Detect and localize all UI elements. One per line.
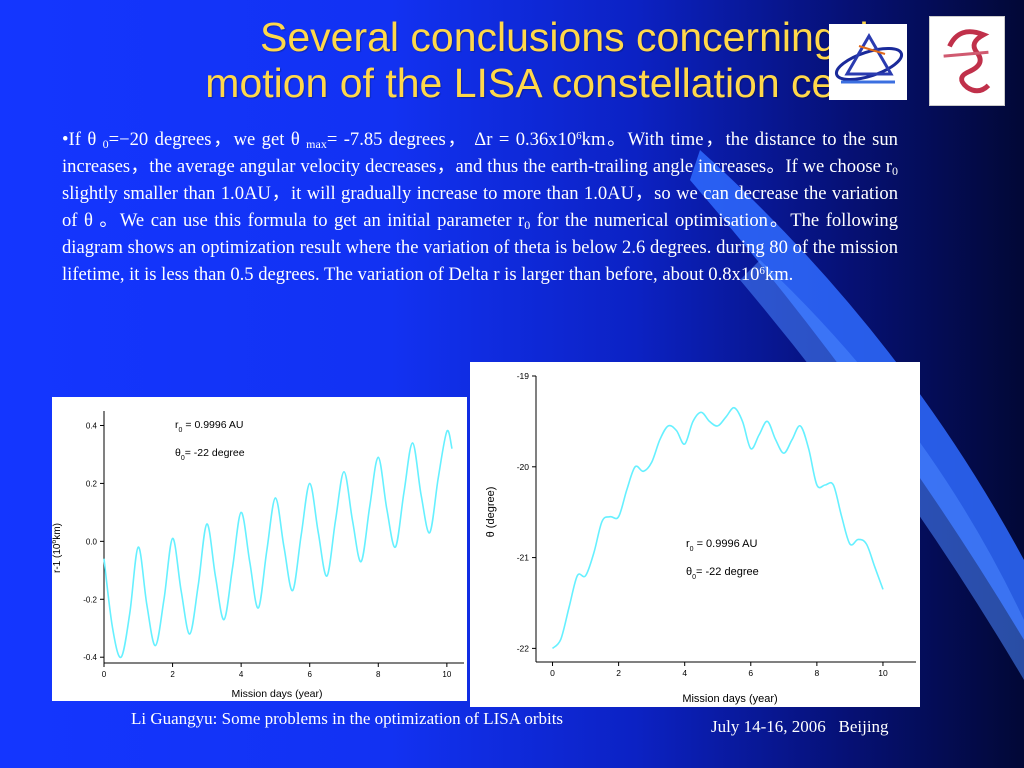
anno-theta-value: = -22 degree — [185, 447, 245, 459]
y-tick-label: 0.2 — [86, 479, 98, 488]
anno2-r-value: = 0.9996 AU — [697, 538, 758, 550]
body-segment-1: If θ — [68, 129, 103, 150]
footer-author: Li Guangyu: Some problems in the optimiz… — [131, 709, 564, 728]
anno2-r-sub: 0 — [690, 546, 694, 553]
x-tick-label: 0 — [102, 670, 107, 679]
chart-theta-series-line — [551, 406, 884, 650]
anno-theta-sub: 0 — [181, 455, 185, 462]
lisa-logo-icon — [829, 24, 907, 100]
anno-r-sub: 0 — [179, 427, 183, 434]
ylabel-superscript: 6 — [52, 540, 58, 544]
footer-date-location: July 14-16, 2006 Beijing — [711, 717, 889, 736]
body-segment-3: = -7.85 degrees， Δr = 0.36x10 — [326, 129, 577, 150]
body-segment-5: slightly smaller than 1.0AU，it will grad… — [62, 183, 898, 231]
r0-subscript-2: 0 — [524, 218, 531, 232]
chart-theta-annotation: r0 = 0.9996 AU θ0= -22 degree — [686, 538, 759, 581]
title-line-2: motion of the LISA constellation center — [205, 60, 905, 106]
body-segment-7: km. — [764, 264, 794, 285]
x-tick-label: 6 — [307, 670, 312, 679]
svg-text:r0= 0.9996 AU: r0 = 0.9996 AU — [686, 538, 757, 553]
y-tick-label: -0.2 — [83, 595, 97, 604]
x-tick-label: 10 — [442, 670, 451, 679]
chart-theta-svg: 0 2 4 6 8 10 -19 -20 -21 -22 θ (degree) Mission d… — [485, 371, 916, 705]
svg-text:θ0= -22 degree: θ0= -22 degree — [175, 447, 245, 462]
y-tick-label: -21 — [517, 553, 530, 563]
y-tick-label: -19 — [517, 371, 530, 381]
body-segment-2: =−20 degrees，we get θ — [108, 129, 307, 150]
anno2-theta-value: = -22 degree — [696, 566, 759, 578]
ylabel-part-1: r-1 (10 — [52, 543, 63, 573]
x-tick-label: 0 — [550, 668, 555, 678]
chart-r-deviation-ylabel: r-1 (106km) — [52, 523, 63, 573]
chart-theta-ylabel: θ (degree) — [485, 487, 497, 538]
anno2-r-label: r — [686, 538, 690, 550]
max-subscript: max — [306, 137, 327, 151]
r0-subscript-1: 0 — [892, 164, 898, 178]
body-segment-6: for the numerical optimisation。The follo… — [62, 210, 898, 285]
anno-r-value: = 0.9996 AU — [185, 419, 243, 431]
bullet-marker: • — [62, 129, 69, 150]
chart-r-deviation-annotation: r0 = 0.9996 AU θ0= -22 degree — [175, 419, 245, 462]
title-line-1: Several conclusions concerning the — [260, 14, 905, 60]
theta-subscript: 0 — [102, 137, 109, 151]
ylabel-part-2: km) — [52, 523, 63, 540]
svg-text:θ0= -22 degree: θ0= -22 degree — [686, 566, 759, 581]
anno-r-label: r — [175, 419, 179, 431]
anno-theta-label: θ — [175, 447, 181, 459]
anno2-theta-label: θ — [686, 566, 692, 578]
slide-body-text: •If θ 0=−20 degrees，we get θ max= -7.85 … — [62, 126, 898, 288]
exponent-2: 6 — [759, 265, 765, 277]
x-tick-label: 8 — [815, 668, 820, 678]
y-tick-label: 0.4 — [86, 421, 98, 430]
y-tick-label: -22 — [517, 643, 530, 653]
anno2-theta-sub: 0 — [692, 574, 696, 581]
y-tick-label: -0.4 — [83, 653, 97, 662]
exponent-1: 6 — [576, 130, 582, 142]
chart-r-deviation-series-line — [103, 429, 453, 659]
body-segment-4: km。With time，the distance to the sun inc… — [62, 129, 898, 177]
y-tick-label: 0.0 — [86, 537, 98, 546]
y-tick-label: -20 — [517, 462, 530, 472]
x-tick-label: 4 — [682, 668, 687, 678]
x-tick-label: 8 — [376, 670, 381, 679]
chart-theta: 0 2 4 6 8 10 -19 -20 -21 -22 θ (degree) Mission d… — [470, 362, 920, 707]
chart-theta-xlabel: Mission days (year) — [682, 693, 777, 705]
x-tick-label: 10 — [878, 668, 888, 678]
x-tick-label: 6 — [748, 668, 753, 678]
chart-r-deviation-xlabel: Mission days (year) — [231, 688, 322, 700]
slide-title: Several conclusions concerning the motio… — [0, 14, 905, 106]
institute-logo-icon — [929, 16, 1005, 106]
x-tick-label: 4 — [239, 670, 244, 679]
svg-text:r0= 0.9996 AU: r0 = 0.9996 AU — [175, 419, 244, 434]
x-tick-label: 2 — [616, 668, 621, 678]
x-tick-label: 2 — [170, 670, 175, 679]
